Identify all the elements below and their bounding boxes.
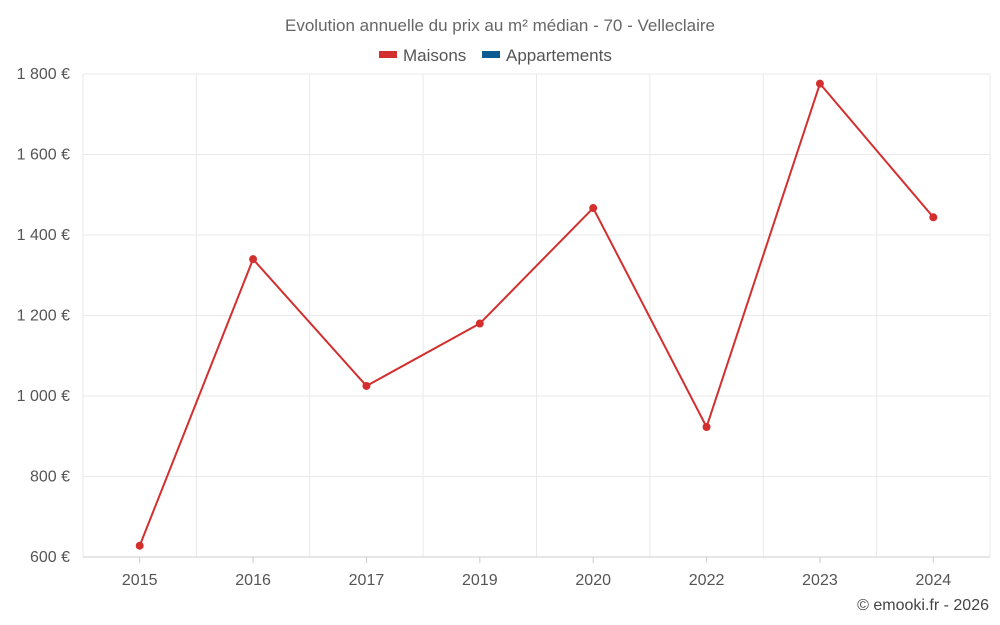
y-tick-label: 1 400 € [17,227,70,244]
x-tick-label: 2022 [689,572,725,589]
y-tick-label: 600 € [30,549,70,566]
legend-label-maisons: Maisons [403,46,466,65]
legend-label-appartements: Appartements [506,46,612,65]
y-tick-label: 1 200 € [17,308,70,325]
x-axis: 2015 2016 2017 2019 2020 2022 2023 2024 [83,556,990,589]
data-point-maisons[interactable] [702,422,711,431]
x-tick-label: 2016 [235,572,271,589]
legend-swatch-maisons [379,51,397,58]
x-tick-label: 2019 [462,572,498,589]
y-tick-label: 1 800 € [17,66,70,83]
legend-item-maisons[interactable]: Maisons [379,46,466,65]
y-tick-label: 1 600 € [17,147,70,164]
legend-item-appartements[interactable]: Appartements [482,46,612,65]
y-tick-label: 1 000 € [17,388,70,405]
credit-text: © emooki.fr - 2026 [857,597,989,614]
series-maisons [135,79,938,550]
x-tick-label: 2023 [802,572,838,589]
legend-swatch-appartements [482,51,500,58]
x-tick-label: 2024 [916,572,952,589]
grid [82,73,991,558]
x-tick-label: 2020 [575,572,611,589]
chart-title: Evolution annuelle du prix au m² médian … [285,16,715,35]
data-point-maisons[interactable] [815,79,824,88]
data-point-maisons[interactable] [475,319,484,328]
data-point-maisons[interactable] [362,381,371,390]
data-point-maisons[interactable] [929,213,938,222]
data-point-maisons[interactable] [249,255,258,264]
data-point-maisons[interactable] [135,541,144,550]
legend: Maisons Appartements [379,46,612,65]
y-tick-label: 800 € [30,469,70,486]
series-line-maisons [138,82,935,547]
data-point-maisons[interactable] [589,204,598,213]
x-tick-label: 2017 [349,572,385,589]
x-tick-label: 2015 [122,572,158,589]
y-axis: 600 € 800 € 1 000 € 1 200 € 1 400 € 1 600 € 1 … [17,66,70,566]
